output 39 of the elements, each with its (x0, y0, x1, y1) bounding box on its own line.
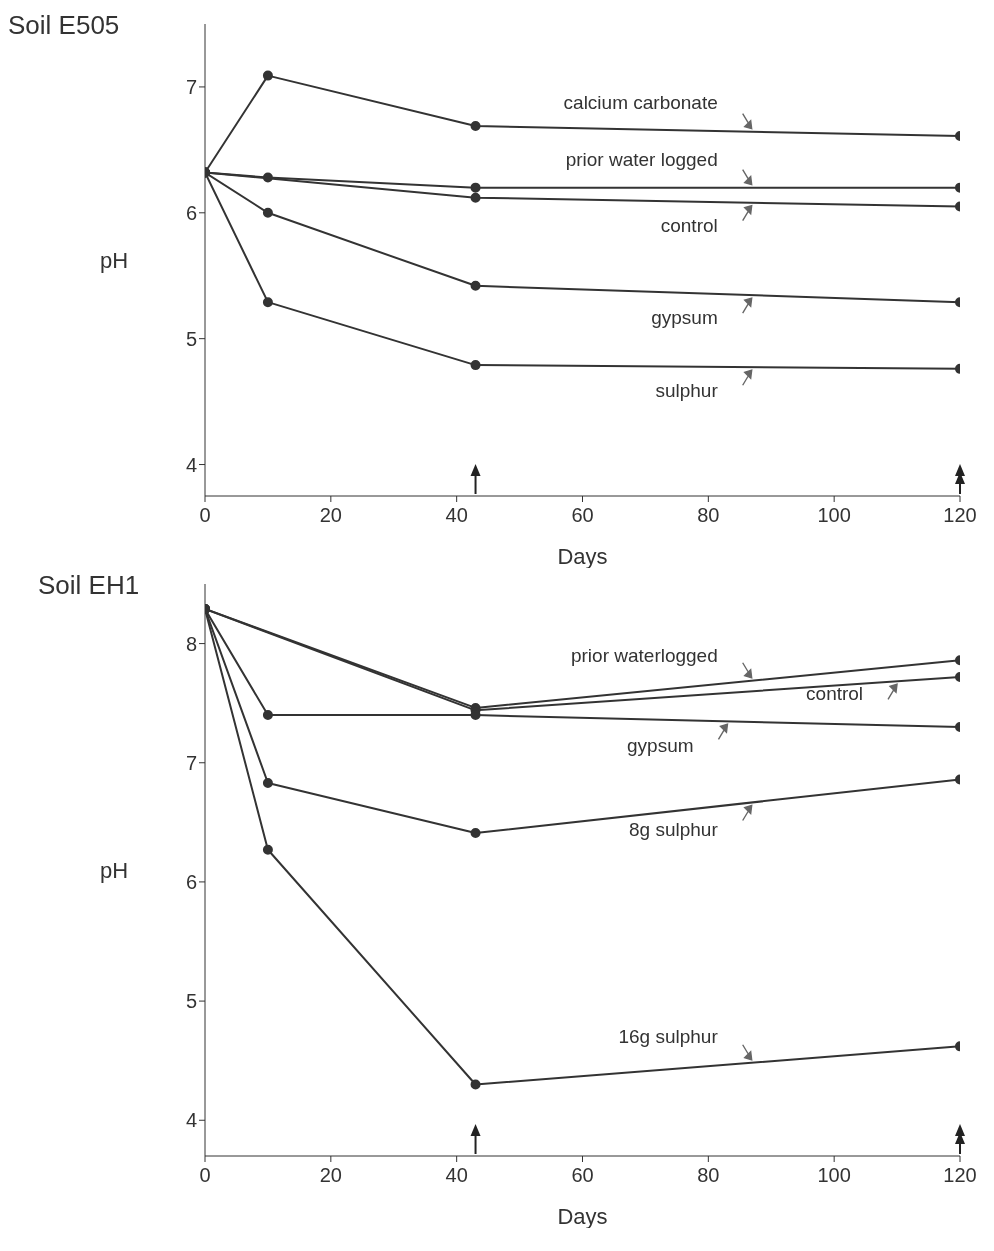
x-tick-label: 40 (445, 1164, 468, 1187)
series-label: control (660, 215, 718, 237)
series-label: control (806, 682, 864, 704)
series-label: prior water logged (565, 148, 718, 170)
y-axis-title: pH (100, 247, 129, 273)
x-tick-label: 100 (817, 1164, 851, 1187)
y-tick-label: 8 (185, 632, 197, 655)
x-tick-label: 60 (571, 1164, 594, 1187)
x-tick-label: 120 (943, 504, 977, 527)
series-label: 16g sulphur (618, 1026, 719, 1048)
x-tick-label: 20 (319, 504, 342, 527)
x-tick-label: 20 (319, 1164, 342, 1187)
x-tick-label: 120 (943, 1164, 977, 1187)
chart-title: Soil EH1 (38, 570, 140, 601)
series-label: gypsum (627, 735, 694, 757)
y-tick-label: 4 (185, 453, 197, 476)
series-label: sulphur (655, 379, 719, 401)
x-axis-title: Days (557, 544, 608, 569)
y-tick-label: 5 (185, 990, 197, 1013)
y-tick-label: 4 (185, 1109, 197, 1132)
series-label: calcium carbonate (563, 91, 718, 113)
y-tick-label: 6 (185, 201, 197, 224)
x-tick-label: 60 (571, 504, 594, 527)
x-tick-label: 100 (817, 504, 851, 527)
y-tick-label: 7 (185, 751, 197, 774)
y-tick-label: 7 (185, 76, 197, 99)
x-tick-label: 0 (199, 1164, 211, 1187)
x-tick-label: 40 (445, 504, 468, 527)
y-tick-label: 5 (185, 327, 197, 350)
x-tick-label: 0 (199, 504, 211, 527)
x-axis-title: Days (557, 1204, 608, 1229)
chart-title: Soil E505 (8, 10, 120, 41)
series-label: prior waterlogged (570, 645, 718, 667)
y-axis-title: pH (100, 857, 129, 883)
x-tick-label: 80 (697, 504, 720, 527)
x-tick-label: 80 (697, 1164, 720, 1187)
series-label: 8g sulphur (629, 819, 719, 841)
series-label: gypsum (651, 306, 718, 328)
y-tick-label: 6 (185, 871, 197, 894)
